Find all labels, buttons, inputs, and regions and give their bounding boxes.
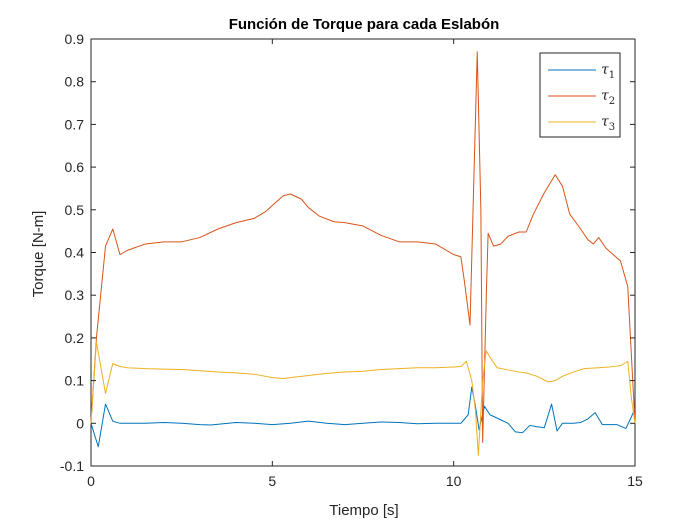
x-axis-title: Tiempo [s]: [329, 502, 398, 519]
series-line-tau-3: [90, 341, 636, 456]
y-tick-label: 0.3: [65, 287, 85, 303]
series-line-tau-2: [90, 51, 636, 444]
x-tick-label: 5: [268, 473, 276, 489]
series-line-tau-1: [90, 386, 636, 448]
y-axis-title: Torque [N-m]: [30, 211, 47, 298]
y-tick-label: 0.7: [65, 116, 85, 132]
y-tick-label: -0.1: [60, 458, 84, 474]
ticks-layer: 0 5 10 15-0.100.10.20.30.40.50.60.70.80.9: [60, 31, 643, 489]
x-tick-label: 10: [446, 473, 462, 489]
legend-box: [539, 52, 621, 138]
y-tick-label: 0.2: [65, 330, 85, 346]
x-tick-label: 15: [627, 473, 643, 489]
x-tick-label: 0: [87, 473, 95, 489]
y-tick-label: 0.4: [65, 245, 85, 261]
y-tick-label: 0.5: [65, 202, 85, 218]
chart-title: Función de Torque para cada Eslabón: [229, 16, 500, 33]
y-tick-label: 0.1: [65, 373, 85, 389]
y-tick-label: 0.8: [65, 74, 85, 90]
y-tick-label: 0.9: [65, 31, 85, 47]
series-layer: [90, 51, 636, 456]
y-tick-label: 0: [76, 415, 84, 431]
y-tick-label: 0.6: [65, 159, 85, 175]
